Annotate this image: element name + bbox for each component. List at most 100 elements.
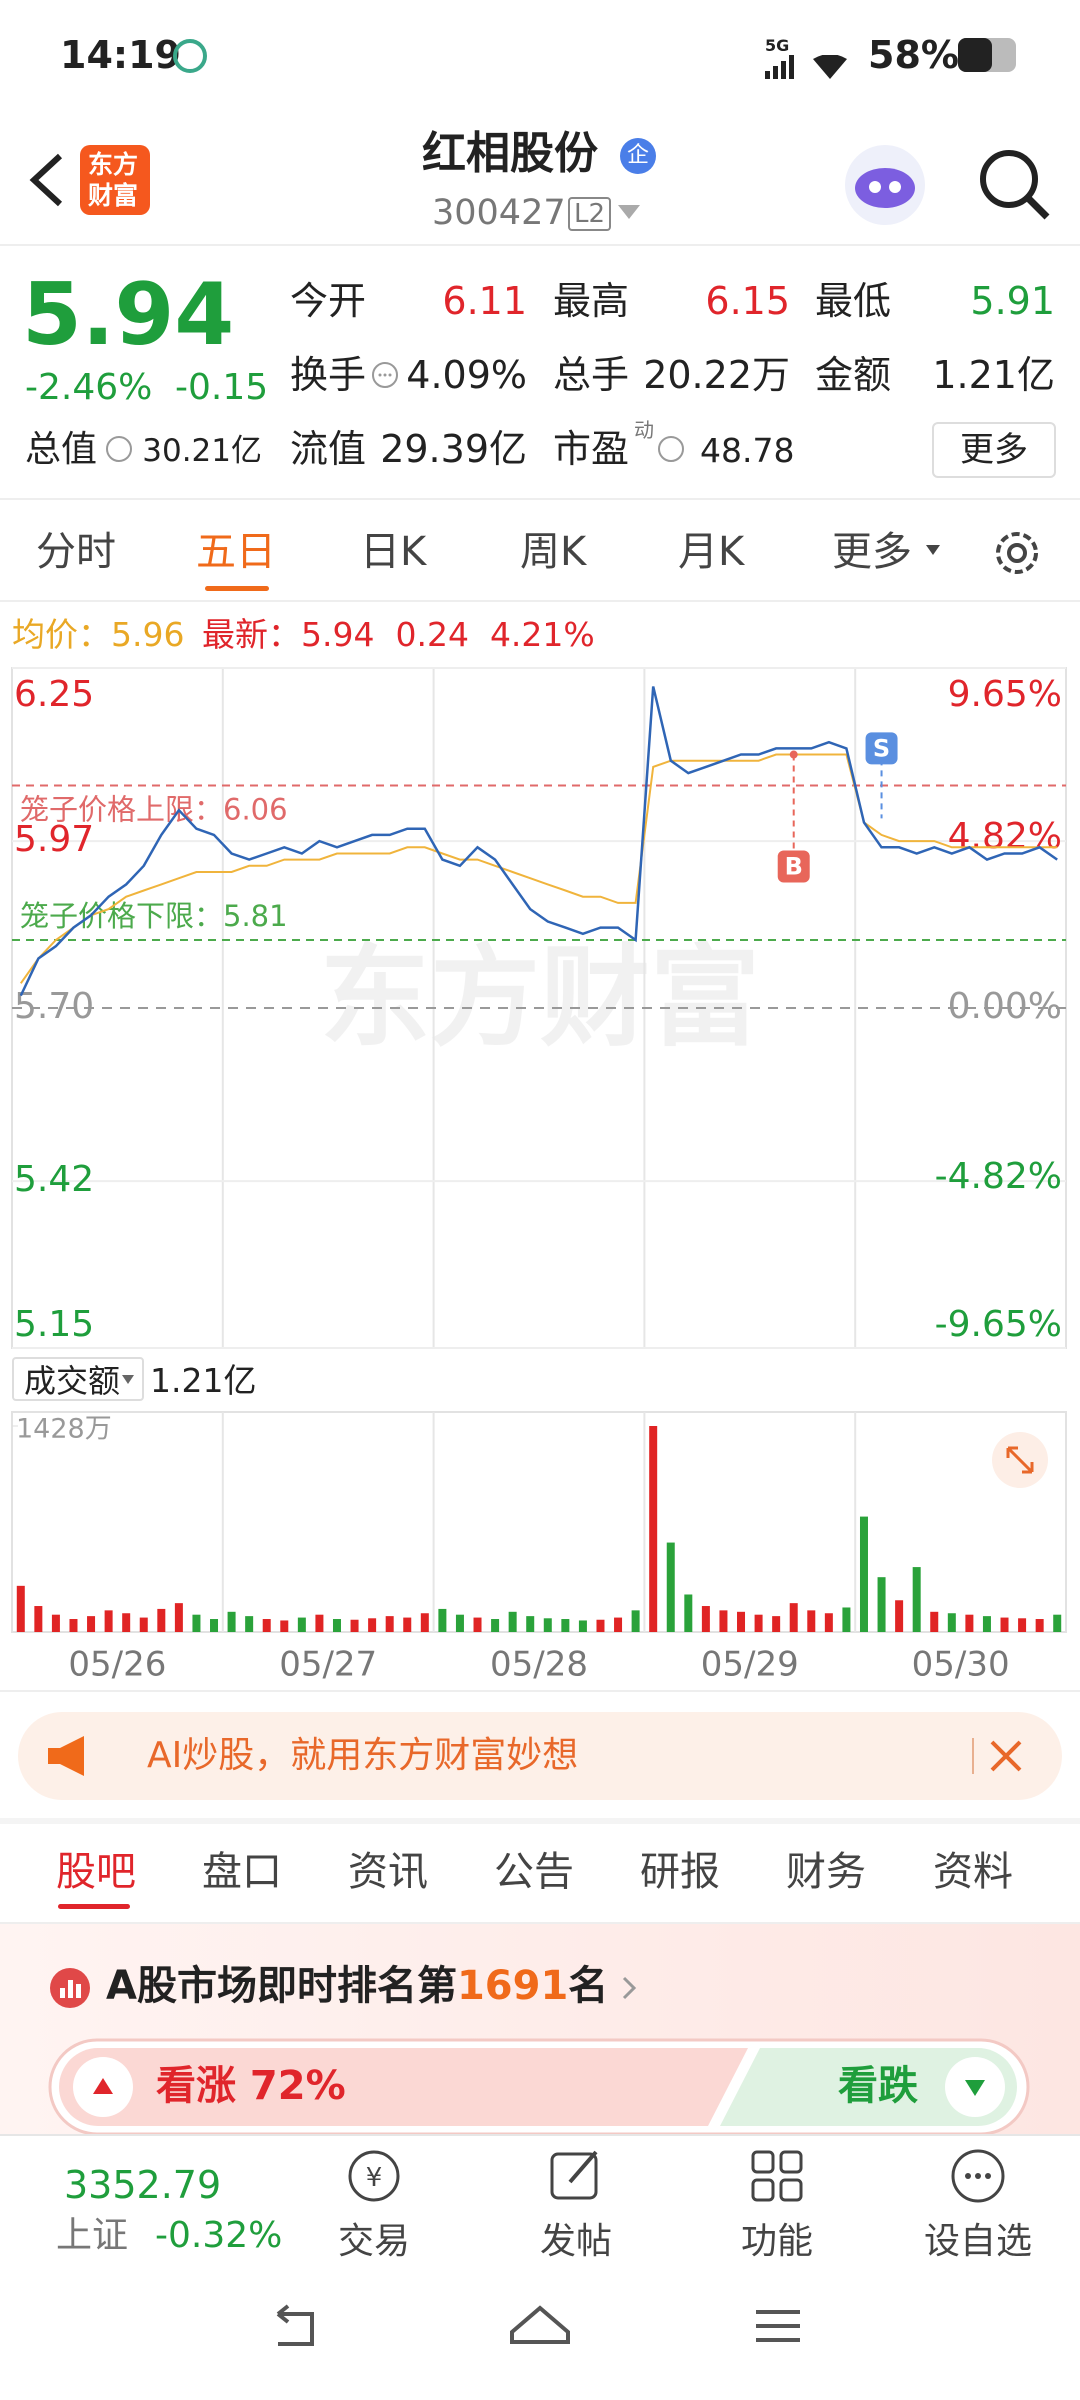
chart-layer: 东方财富6.255.975.705.425.159.65%4.82%0.00%-… [11, 667, 1067, 1685]
ranking-prefix: A股市场即时排名第 [106, 1963, 457, 2009]
tab-active[interactable]: 五日 [196, 529, 276, 575]
vote-down[interactable]: 看跌 [838, 2063, 918, 2109]
volume-bar [332, 1619, 341, 1632]
latest-value: 5.94 [301, 615, 375, 654]
close-button[interactable] [988, 1738, 1024, 1774]
tab-indicator [205, 586, 269, 591]
nav-item[interactable]: 功能 [741, 2221, 814, 2262]
y-tick-label: 5.15 [14, 1304, 94, 1345]
info-icon[interactable] [656, 434, 686, 464]
ad-banner[interactable] [18, 1712, 1062, 1800]
volume-bar [543, 1618, 552, 1632]
battery-level: 58% [868, 33, 959, 77]
y-tick-label: 5.42 [14, 1159, 94, 1200]
volume-bar [578, 1620, 587, 1632]
more-button[interactable]: 更多 [932, 422, 1056, 478]
settings-button[interactable] [990, 526, 1044, 580]
volume-bar [982, 1616, 991, 1632]
tab[interactable]: 月K [678, 529, 745, 575]
post-icon[interactable] [546, 2146, 606, 2206]
volume-bar [649, 1426, 658, 1632]
volume-bar [561, 1619, 570, 1632]
sub-tab[interactable]: 资讯 [348, 1849, 428, 1895]
expand-button[interactable] [990, 1430, 1050, 1490]
stat-label: 最低 [815, 279, 892, 323]
sub-tab[interactable]: 盘口 [202, 1849, 282, 1895]
volume-frame [11, 1411, 1067, 1633]
volume-bar [684, 1594, 693, 1632]
dropdown[interactable] [618, 205, 642, 221]
change-pct: -2.46% [25, 367, 153, 408]
volume-bar [526, 1616, 535, 1632]
volume-bar [104, 1610, 113, 1632]
watchlist-icon[interactable] [948, 2146, 1008, 2206]
stat-value: 5.91 [970, 279, 1055, 323]
x-tick-label: 05/29 [701, 1645, 799, 1685]
nav-item[interactable]: 设自选 [924, 2221, 1033, 2262]
volume-bar [455, 1614, 464, 1632]
ranking-suffix: 名 [568, 1963, 609, 2009]
volume-bar [596, 1619, 605, 1632]
search-button[interactable] [975, 145, 1055, 225]
trade-icon[interactable]: ¥ [344, 2148, 404, 2204]
vote-up[interactable]: 看涨 72% [156, 2063, 346, 2109]
volume-bar [859, 1516, 868, 1632]
volume-bar [51, 1614, 60, 1632]
tab[interactable]: 日K [360, 529, 427, 575]
stat-value: 30.21亿 [142, 433, 262, 469]
trade-point [789, 750, 798, 759]
system-nav [0, 2270, 1080, 2400]
ranking-text[interactable]: A股市场即时排名第1691名 [106, 1966, 608, 2006]
volume-bar [491, 1619, 500, 1632]
volume-bar [1018, 1618, 1027, 1632]
volume-bar [69, 1619, 78, 1632]
volume-bar [210, 1619, 219, 1632]
stat-label: 总手 [553, 353, 630, 397]
info-icon[interactable] [104, 434, 134, 464]
bottom-nav [0, 2134, 1080, 2272]
latest-label: 最新： [202, 615, 301, 654]
index-value[interactable]: 3352.79 [64, 2163, 222, 2207]
stat-mark: 动 [634, 418, 654, 442]
sub-tab[interactable]: 财务 [786, 1849, 866, 1895]
tab[interactable]: 更多 [832, 529, 912, 575]
volume-bar [737, 1611, 746, 1632]
nav-item[interactable]: 交易 [338, 2221, 411, 2262]
volume-bar [842, 1607, 851, 1632]
volume-bar [807, 1610, 816, 1632]
volume-bar [420, 1613, 429, 1632]
stock-name: 红相股份 [422, 128, 598, 179]
volume-bar [34, 1606, 43, 1632]
trade-label: S [873, 734, 890, 762]
volume-bar [666, 1542, 675, 1632]
banner-text[interactable]: AI炒股，就用东方财富妙想 [147, 1735, 579, 1776]
signal-wifi [765, 55, 847, 79]
trade-marker [865, 732, 898, 765]
sub-tab[interactable]: 研报 [640, 1849, 720, 1895]
assistant-avatar[interactable] [840, 140, 930, 230]
info-icon[interactable] [370, 360, 400, 390]
price-line [19, 686, 1058, 997]
y2-tick-label: 9.65% [948, 674, 1062, 715]
stat-label: 换手 [290, 353, 367, 397]
avg-price: 均价：5.96 [12, 618, 184, 651]
stat-value: 1.21亿 [932, 353, 1055, 397]
tab[interactable]: 周K [520, 529, 587, 575]
sub-tab[interactable]: 公告 [494, 1849, 574, 1895]
app-logo[interactable] [80, 145, 150, 215]
nav-item[interactable]: 发帖 [540, 2221, 613, 2262]
logo-text: 财富 [88, 181, 139, 210]
megaphone-icon [48, 1736, 84, 1776]
function-icon[interactable] [747, 2146, 807, 2206]
volume-bar [297, 1617, 306, 1632]
volume-selector[interactable]: 成交额 [12, 1357, 144, 1401]
y-tick-label: 6.25 [14, 674, 94, 715]
y-tick-label: 1428万 [16, 1414, 112, 1445]
sub-tab-active[interactable]: 股吧 [56, 1849, 136, 1895]
volume-bar [754, 1614, 763, 1632]
sub-tab[interactable]: 资料 [933, 1849, 1013, 1895]
y2-tick-label: -9.65% [935, 1304, 1062, 1345]
tab[interactable]: 分时 [36, 529, 116, 575]
back-button[interactable] [20, 150, 70, 210]
